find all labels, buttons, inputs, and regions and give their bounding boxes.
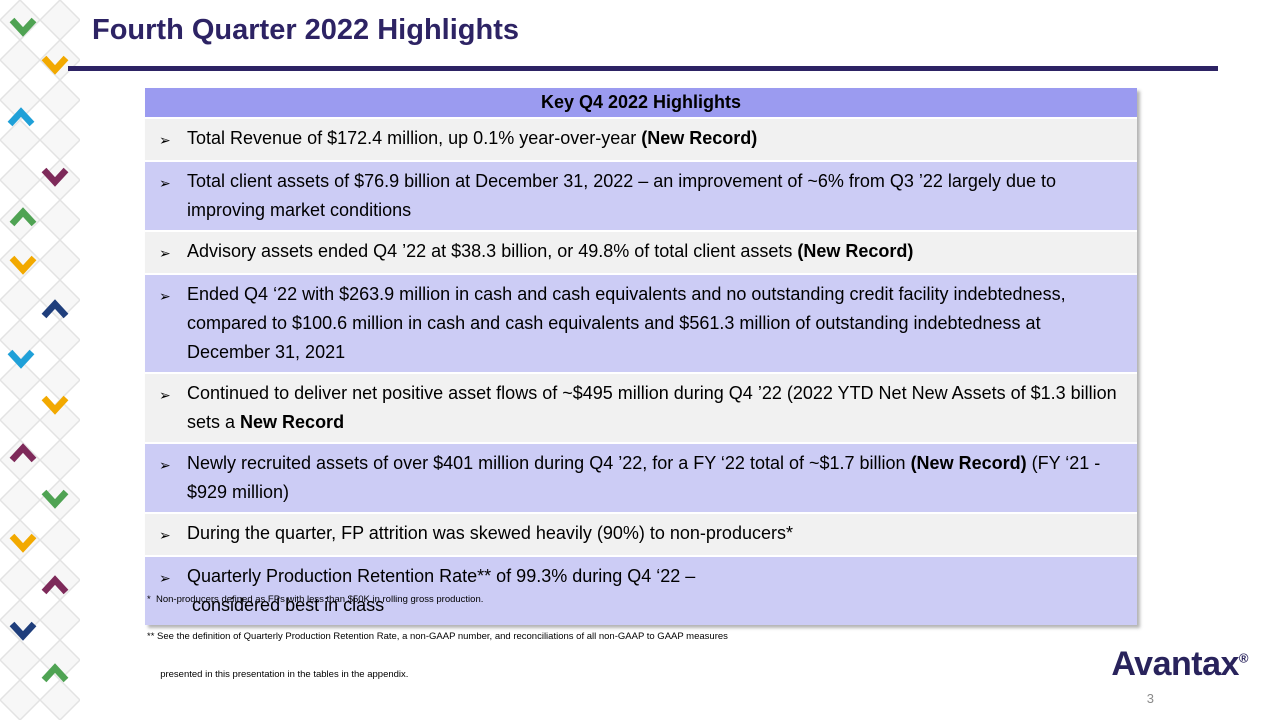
arrow-bullet-icon: ➢ — [159, 175, 171, 191]
footnote-line: ** See the definition of Quarterly Produ… — [147, 631, 728, 642]
highlight-text: Ended Q4 ‘22 with $263.9 million in cash… — [187, 284, 1071, 362]
highlight-row: ➢ Quarterly Production Retention Rate** o… — [145, 557, 1137, 625]
highlight-row: ➢ Ended Q4 ‘22 with $263.9 million in cas… — [145, 275, 1137, 374]
arrow-bullet-icon: ➢ — [159, 570, 171, 586]
page-number: 3 — [1146, 691, 1154, 706]
footnote-line: * Non-producers defined as FPs with less… — [147, 593, 484, 605]
arrow-bullet-icon: ➢ — [159, 527, 171, 543]
footnotes: * Non-producers defined as FPs with less… — [147, 569, 728, 707]
page-title: Fourth Quarter 2022 Highlights — [92, 14, 519, 46]
highlight-row: ➢ Continued to deliver net positive asset… — [145, 374, 1137, 444]
highlight-row: ➢ Newly recruited assets of over $401 mil… — [145, 444, 1137, 514]
highlights-table: Key Q4 2022 Highlights ➢ Total Revenue of… — [145, 88, 1137, 625]
highlight-row: ➢ Advisory assets ended Q4 ’22 at $38.3 b… — [145, 232, 1137, 275]
arrow-bullet-icon: ➢ — [159, 288, 171, 304]
footnote-line: presented in this presentation in the ta… — [147, 668, 409, 680]
highlight-text: Quarterly Production Retention Rate** of… — [187, 566, 696, 615]
highlight-text: Total client assets of $76.9 billion at … — [187, 171, 1061, 220]
highlight-text: During the quarter, FP attrition was ske… — [187, 523, 793, 543]
arrow-bullet-icon: ➢ — [159, 132, 171, 148]
avantax-logo: Avantax® — [1111, 645, 1248, 684]
decorative-chevron-pattern — [0, 0, 80, 720]
logo-text: Avantax — [1111, 645, 1239, 683]
highlight-row: ➢ Total client assets of $76.9 billion at… — [145, 162, 1137, 232]
highlight-text: Advisory assets ended Q4 ’22 at $38.3 bi… — [187, 241, 914, 261]
highlight-text: Newly recruited assets of over $401 mill… — [187, 453, 1106, 502]
highlight-row: ➢ Total Revenue of $172.4 million, up 0.1… — [145, 119, 1137, 162]
highlight-text: Continued to deliver net positive asset … — [187, 383, 1122, 432]
arrow-bullet-icon: ➢ — [159, 245, 171, 261]
table-header: Key Q4 2022 Highlights — [145, 88, 1137, 119]
highlight-row: ➢ During the quarter, FP attrition was sk… — [145, 514, 1137, 557]
highlight-text: Total Revenue of $172.4 million, up 0.1%… — [187, 128, 758, 148]
highlights-rows: ➢ Total Revenue of $172.4 million, up 0.1… — [145, 119, 1137, 625]
title-divider — [68, 66, 1218, 71]
registered-mark: ® — [1238, 650, 1249, 666]
arrow-bullet-icon: ➢ — [159, 457, 171, 473]
arrow-bullet-icon: ➢ — [159, 387, 171, 403]
